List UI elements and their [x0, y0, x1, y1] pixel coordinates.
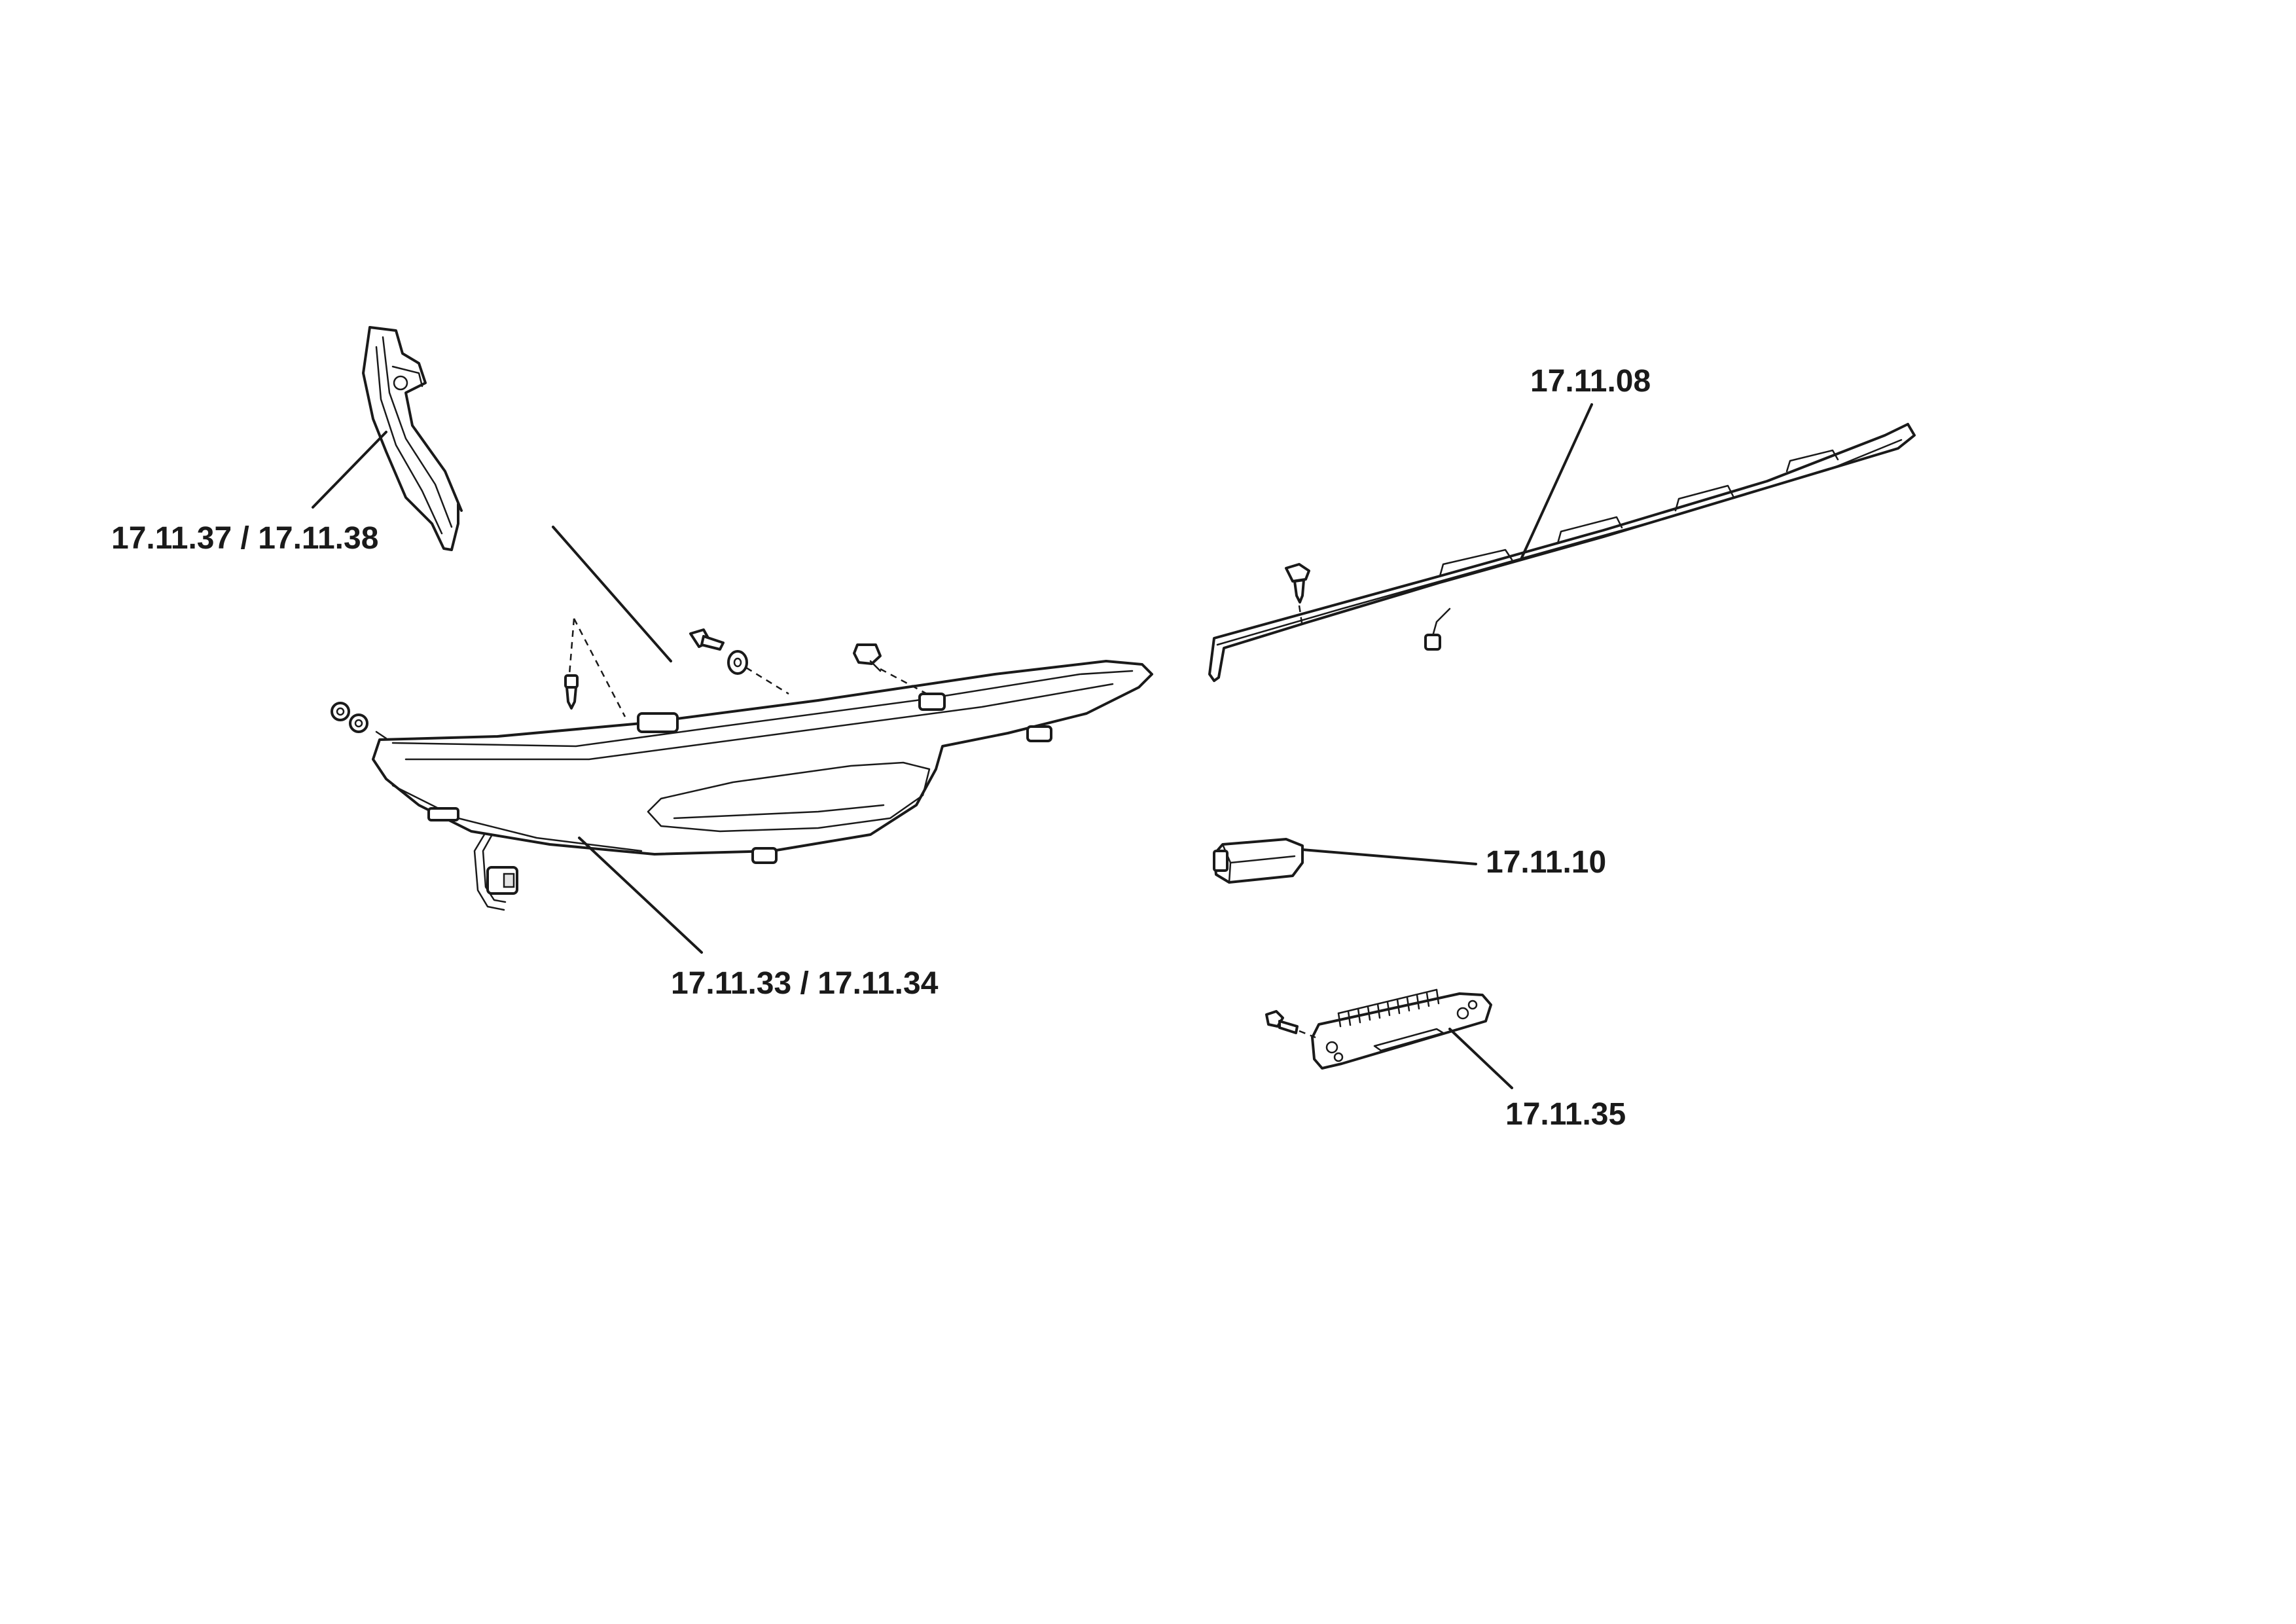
callout-strip-label: 17.11.08 [1530, 364, 1651, 399]
curved-trim-part[interactable] [362, 326, 463, 551]
strip-screw[interactable] [1285, 563, 1310, 628]
leader-plate-lamp [1301, 848, 1477, 865]
callout-trim-label: 17.11.37 / 17.11.38 [111, 521, 378, 556]
third-brake-light-part[interactable] [1311, 988, 1492, 1070]
headlamp-fasteners[interactable] [331, 618, 930, 740]
headlamp-assembly[interactable] [372, 660, 1153, 911]
plate-lamp-part[interactable] [1213, 838, 1304, 884]
callout-plate-lamp-label: 17.11.10 [1486, 845, 1606, 880]
light-strip-part[interactable] [1208, 423, 1916, 682]
callout-headlamp-label: 17.11.33 / 17.11.34 [671, 966, 939, 1001]
leader-third-brake [1448, 1028, 1513, 1089]
leader-strip [1520, 403, 1593, 559]
brake-light-screw[interactable] [1265, 1010, 1316, 1039]
callout-third-brake-label: 17.11.35 [1505, 1097, 1626, 1132]
leader-headlamp [578, 837, 703, 954]
leader-trim [312, 431, 387, 509]
leader-headlamp-top [552, 526, 672, 662]
